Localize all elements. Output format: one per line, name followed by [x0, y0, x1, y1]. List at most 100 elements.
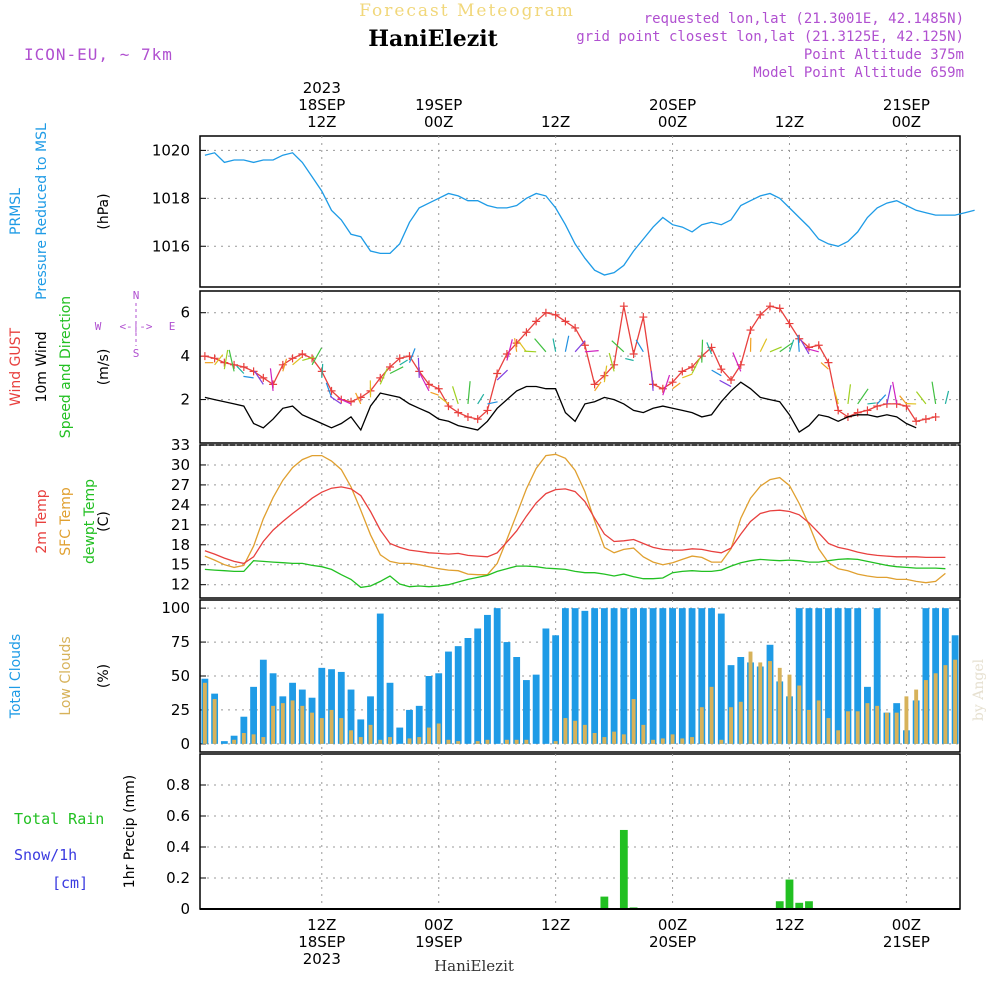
- total-cloud-bar: [513, 657, 521, 744]
- wind-dir-arrow: [574, 340, 586, 353]
- low-cloud-bar: [368, 724, 373, 744]
- ytick-label: 2: [180, 391, 190, 409]
- bottom-time-label: 20SEP: [649, 933, 696, 951]
- low-cloud-bar: [748, 651, 753, 744]
- gust-marker: [278, 360, 287, 369]
- low-cloud-bar: [816, 700, 821, 744]
- side-label: dewpt Temp: [82, 479, 98, 564]
- low-cloud-bar: [709, 686, 714, 744]
- low-cloud-bar: [319, 718, 324, 744]
- gust-marker: [610, 360, 619, 369]
- total-cloud-bar: [357, 719, 365, 744]
- wind-dir-arrow: [253, 370, 264, 385]
- total-cloud-bar: [795, 608, 803, 744]
- low-cloud-bar: [933, 673, 938, 744]
- footer-location: HaniElezit: [434, 957, 514, 975]
- wind-dir-arrow: [325, 382, 333, 398]
- ytick-label: 50: [171, 667, 190, 685]
- wind-dir-arrow: [759, 338, 768, 353]
- total-cloud-bar: [337, 671, 345, 744]
- gust-marker: [834, 406, 843, 415]
- plot-layer: 101610181020(hPa)246(m/s)121518212427303…: [8, 79, 975, 968]
- ytick-label: 21: [171, 516, 190, 534]
- total-cloud-bar: [630, 608, 637, 744]
- wind-dir-arrow: [867, 402, 876, 405]
- side-label: Low Clouds: [58, 636, 74, 715]
- ytick-label: 100: [161, 599, 190, 617]
- low-cloud-bar: [738, 701, 743, 744]
- side-label: 10m Wind: [34, 331, 50, 402]
- low-cloud-bar: [904, 696, 909, 744]
- low-cloud-bar: [592, 733, 597, 744]
- total-cloud-bar: [347, 689, 355, 744]
- total-cloud-bar: [669, 608, 676, 744]
- total-cloud-bar: [561, 608, 569, 744]
- side-label: SFC Temp: [58, 487, 74, 556]
- wind-dir-arrow: [467, 381, 471, 404]
- wind-dir-arrow: [496, 369, 508, 381]
- total-cloud-bar: [922, 608, 930, 744]
- gust-marker: [551, 310, 560, 319]
- low-cloud-bar: [349, 730, 353, 744]
- rain-bar: [795, 902, 804, 909]
- low-cloud-bar: [202, 682, 207, 744]
- low-cloud-bar: [690, 737, 694, 744]
- bottom-time-label: 00Z: [658, 916, 687, 934]
- gust-marker: [561, 317, 570, 326]
- top-time-label: 00Z: [424, 113, 453, 131]
- model-altitude: Model Point Altitude 659m: [753, 65, 964, 81]
- wind-dir-arrow: [243, 375, 254, 379]
- wind-dir-arrow: [408, 348, 416, 363]
- low-cloud-bar: [553, 741, 558, 744]
- compass-cross: <-|->: [119, 320, 152, 333]
- gust-marker: [424, 380, 433, 389]
- wind-dir-arrow: [236, 365, 245, 374]
- low-cloud-bar: [427, 727, 431, 744]
- closest-coords: grid point closest lon,lat (21.3125E, 42…: [576, 29, 964, 45]
- panel-2: 12 15 18 21 24 27 30 33 (C): [96, 436, 961, 599]
- total-cloud-bar: [435, 673, 443, 744]
- total-cloud-bar: [737, 657, 745, 744]
- total-cloud-bar: [454, 646, 462, 744]
- wind-dir-arrow: [594, 381, 602, 392]
- wind-dir-arrow: [662, 374, 671, 396]
- gust-marker: [590, 380, 599, 389]
- gust-marker: [580, 341, 589, 350]
- low-cloud-bar: [514, 739, 519, 744]
- low-cloud-bar: [797, 685, 802, 744]
- panel-ylabel: (m/s): [96, 349, 112, 386]
- total-cloud-bar: [503, 642, 511, 744]
- wind-line: [204, 381, 917, 434]
- total-cloud-bar: [474, 628, 482, 744]
- gust-marker: [522, 328, 531, 337]
- gust-marker: [814, 341, 823, 350]
- low-cloud-bar: [475, 741, 480, 744]
- wind-dir-arrow: [302, 356, 315, 362]
- gust-marker: [434, 384, 443, 393]
- low-cloud-bar: [241, 733, 246, 744]
- wind-dir-arrow: [779, 342, 793, 353]
- low-cloud-bar: [436, 723, 441, 744]
- total-cloud-bar: [805, 608, 813, 744]
- ytick-label: 27: [171, 476, 190, 494]
- ytick-label: 0.2: [166, 869, 190, 887]
- low-cloud-bar: [719, 739, 724, 744]
- compass-e: E: [169, 320, 176, 333]
- ytick-label: 30: [171, 456, 190, 474]
- gust-marker: [288, 354, 297, 363]
- total-cloud-bar: [542, 628, 550, 744]
- credit-watermark: by Angel: [971, 658, 987, 721]
- panel-4: 0 0.2 0.4 0.6 0.8 1hr Precip (mm): [122, 753, 961, 918]
- rain-bar: [600, 896, 609, 909]
- wind-dir-arrow: [769, 346, 782, 353]
- top-time-label: 12Z: [775, 113, 804, 131]
- wind-dir-arrow: [732, 352, 742, 372]
- wind-dir-arrow: [321, 363, 324, 378]
- total-cloud-bar: [727, 665, 735, 744]
- total-cloud-bar: [717, 613, 725, 744]
- total-cloud-bar: [484, 614, 491, 744]
- low-cloud-bar: [310, 712, 314, 744]
- side-label: 2m Temp: [34, 489, 50, 553]
- total-cloud-bar: [659, 608, 667, 744]
- top-time-label: 2023: [303, 79, 341, 97]
